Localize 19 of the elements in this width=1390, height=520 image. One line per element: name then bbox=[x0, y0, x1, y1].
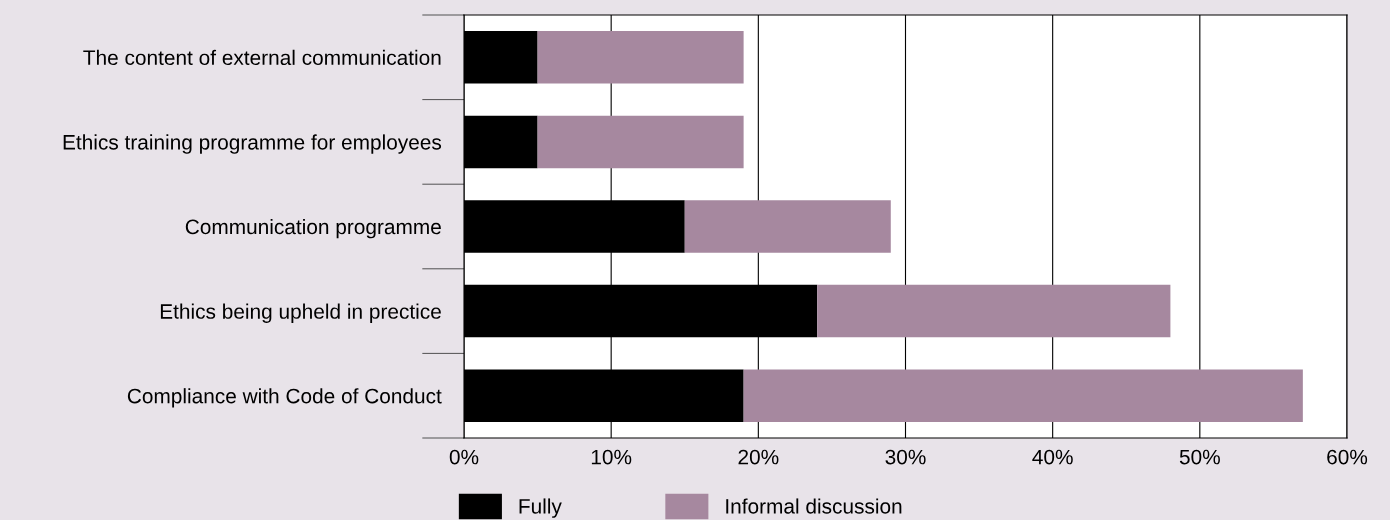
x-tick-label: 20% bbox=[738, 449, 779, 465]
legend-label: Fully bbox=[519, 498, 562, 518]
x-tick-label: 0% bbox=[449, 449, 479, 465]
legend-label: Informal discussion bbox=[726, 498, 902, 514]
y-tick-label: Compliance with Code of Conduct bbox=[127, 388, 442, 408]
bar bbox=[684, 200, 891, 253]
bar bbox=[537, 115, 744, 169]
y-tick-label: Ethics training programme for employees bbox=[63, 134, 442, 154]
x-tick-label: 10% bbox=[591, 449, 632, 465]
bar bbox=[817, 284, 1171, 338]
bar bbox=[537, 31, 744, 84]
x-tick-label: 30% bbox=[885, 449, 926, 465]
y-tick-label: Ethics being upheld in prectice bbox=[160, 303, 441, 323]
y-tick-label: Communication programme bbox=[185, 218, 441, 239]
y-tick-label: The content of external communication bbox=[83, 49, 441, 66]
x-tick-label: 60% bbox=[1327, 449, 1368, 465]
bar bbox=[743, 369, 1303, 422]
x-tick-label: 40% bbox=[1032, 449, 1073, 465]
x-tick-label: 50% bbox=[1179, 449, 1220, 465]
